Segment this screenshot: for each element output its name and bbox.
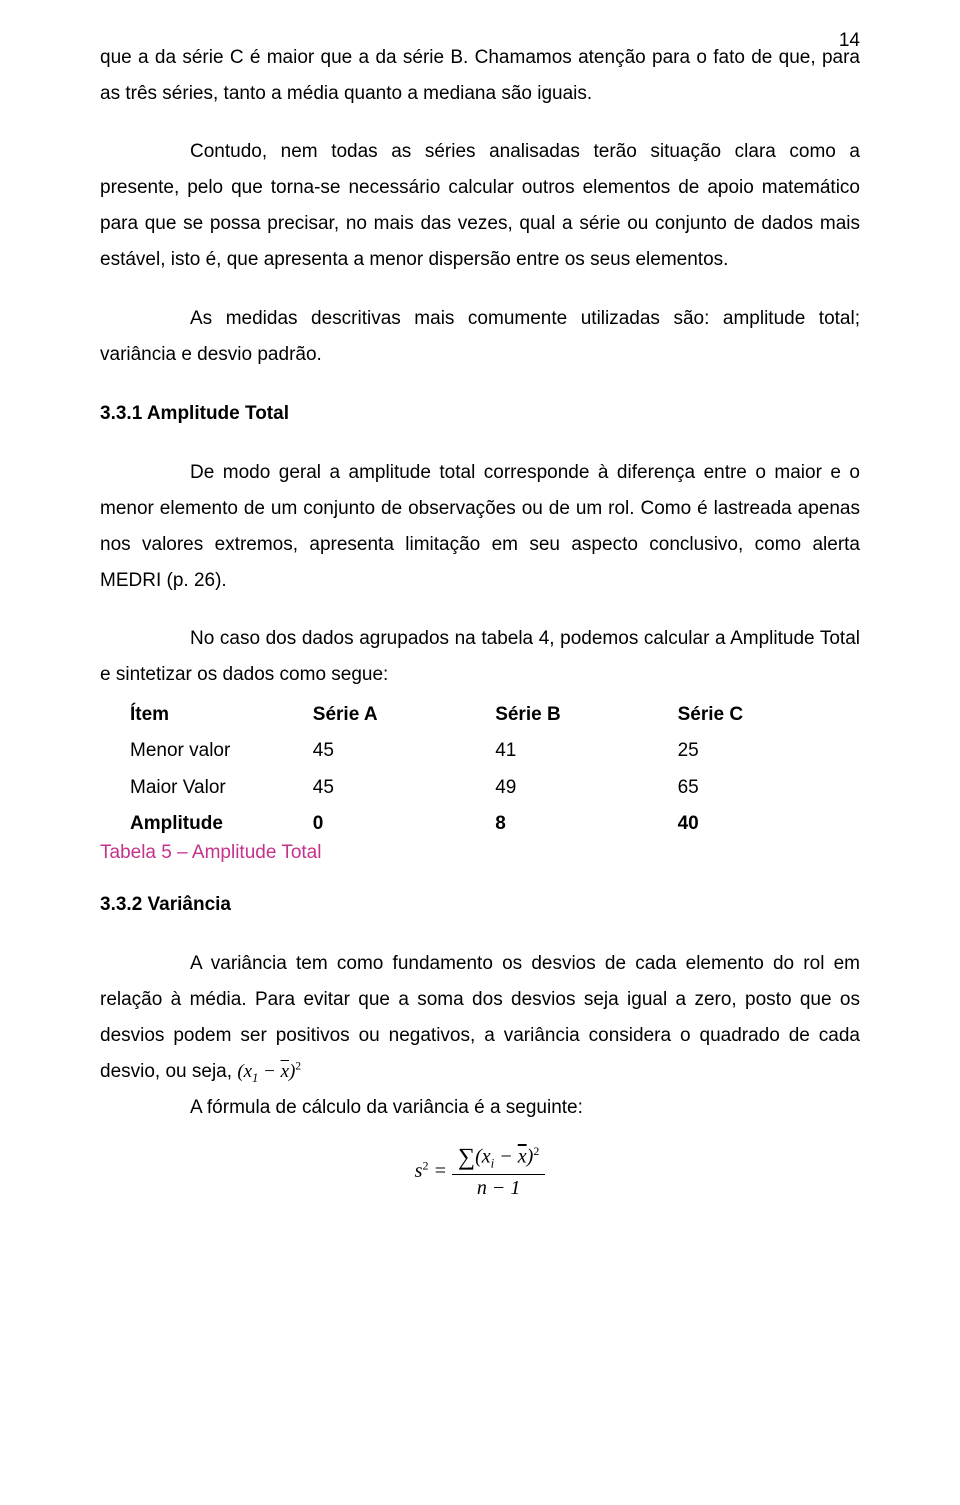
table-header-row: Ítem Série A Série B Série C <box>100 697 860 733</box>
cell-label: Menor valor <box>100 733 313 769</box>
heading-variancia: 3.3.2 Variância <box>100 894 860 916</box>
paragraph-3: As medidas descritivas mais comumente ut… <box>100 301 860 373</box>
cell-b: 8 <box>495 806 677 842</box>
cell-a: 45 <box>313 770 495 806</box>
p1-line-c: As medidas descritivas mais comumente ut… <box>100 308 860 365</box>
cell-label: Maior Valor <box>100 770 313 806</box>
p2-line-a: De modo geral a amplitude total correspo… <box>100 462 860 591</box>
table-caption: Tabela 5 – Amplitude Total <box>100 842 860 864</box>
p1-line-b: Contudo, nem todas as séries analisadas … <box>100 141 860 270</box>
paragraph-4: De modo geral a amplitude total correspo… <box>100 455 860 599</box>
cell-a: 45 <box>313 733 495 769</box>
table-row: Amplitude 0 8 40 <box>100 806 860 842</box>
amplitude-table: Ítem Série A Série B Série C Menor valor… <box>100 697 860 841</box>
paragraph-1: que a da série C é maior que a da série … <box>100 40 860 112</box>
paragraph-7: A fórmula de cálculo da variância é a se… <box>100 1090 860 1126</box>
cell-a: 0 <box>313 806 495 842</box>
p3-line-a: A variância tem como fundamento os desvi… <box>100 953 860 1082</box>
cell-b: 49 <box>495 770 677 806</box>
cell-c: 40 <box>678 806 860 842</box>
page-number: 14 <box>839 30 860 52</box>
p3-line-b: A fórmula de cálculo da variância é a se… <box>190 1097 583 1118</box>
th-serie-a: Série A <box>313 697 495 733</box>
table-row: Menor valor 45 41 25 <box>100 733 860 769</box>
inline-formula: (x1 − x)2 <box>237 1061 301 1082</box>
heading-amplitude-total: 3.3.1 Amplitude Total <box>100 403 860 425</box>
paragraph-2: Contudo, nem todas as séries analisadas … <box>100 134 860 278</box>
cell-c: 65 <box>678 770 860 806</box>
th-serie-b: Série B <box>495 697 677 733</box>
table-row: Maior Valor 45 49 65 <box>100 770 860 806</box>
variance-formula: s2 = ∑(xi − x)2 n − 1 <box>100 1144 860 1200</box>
page: 14 que a da série C é maior que a da sér… <box>0 0 960 1505</box>
p1-line-a: que a da série C é maior que a da série … <box>100 47 860 104</box>
cell-label: Amplitude <box>100 806 313 842</box>
th-item: Ítem <box>100 697 313 733</box>
th-serie-c: Série C <box>678 697 860 733</box>
cell-b: 41 <box>495 733 677 769</box>
paragraph-5: No caso dos dados agrupados na tabela 4,… <box>100 621 860 693</box>
p2-line-b: No caso dos dados agrupados na tabela 4,… <box>100 628 860 685</box>
cell-c: 25 <box>678 733 860 769</box>
paragraph-6: A variância tem como fundamento os desvi… <box>100 946 860 1091</box>
